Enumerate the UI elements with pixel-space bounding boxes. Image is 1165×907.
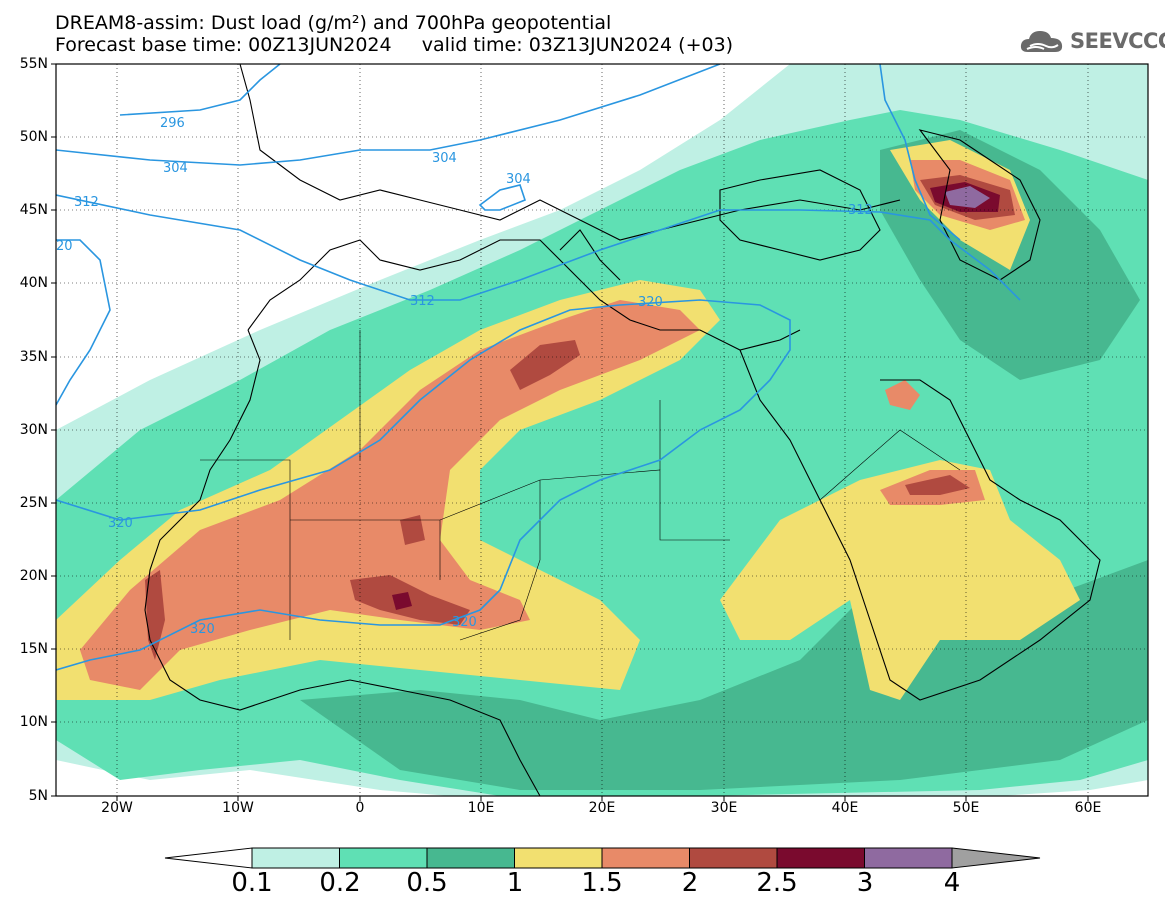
contour-label-320-sahel: 320 [190, 622, 215, 637]
dust-level-1.5 [80, 300, 700, 690]
colorbar-label-1: 1 [506, 868, 524, 898]
axis-ticks [51, 63, 1089, 801]
dust-level-1.5-iraq [885, 380, 920, 410]
lat-label-40n: 40N [19, 275, 48, 291]
contour-label-20: 20 [56, 239, 73, 254]
map-title: DREAM8-assim: Dust load (g/m²) and 700hP… [55, 12, 612, 34]
contour-label-296: 296 [160, 116, 185, 131]
dust-level-2.5 [392, 592, 412, 610]
colorbar-segment [601, 847, 690, 869]
lat-label-5n: 5N [28, 788, 48, 804]
logo-text: SEEVCCC [1070, 29, 1165, 53]
colorbar-segment [689, 847, 778, 869]
lat-label-50n: 50N [19, 129, 48, 145]
contour-label-320-crete: 320 [638, 295, 663, 310]
dust-level-2-niger [400, 515, 425, 545]
seevccc-logo: SEEVCCC [1018, 26, 1165, 58]
lon-label-0: 0 [355, 800, 365, 816]
colorbar-label-4: 4 [943, 868, 961, 898]
lat-label-45n: 45N [19, 202, 48, 218]
lat-label-30n: 30N [19, 422, 48, 438]
contour-label-304-west: 304 [163, 161, 188, 176]
borders [200, 330, 961, 641]
dust-level-2-arabia [905, 475, 970, 495]
contour-label-312-mid: 312 [410, 294, 435, 309]
colorbar-segment [864, 847, 953, 869]
lat-label-55n: 55N [19, 56, 48, 72]
colorbar-label-0.2: 0.2 [319, 868, 361, 898]
colorbar-segment [514, 847, 603, 869]
colorbar-segment [251, 847, 340, 869]
colorbar-segment [426, 847, 515, 869]
colorbar-label-0.5: 0.5 [406, 868, 448, 898]
contour-label-312-east: 312 [848, 203, 873, 218]
lat-label-20n: 20N [19, 568, 48, 584]
lat-label-35n: 35N [19, 349, 48, 365]
lon-label-50e: 50E [952, 800, 980, 816]
lon-label-30e: 30E [710, 800, 738, 816]
colorbar-label-3: 3 [856, 868, 874, 898]
lon-label-20w: 20W [101, 800, 133, 816]
colorbar-segment [339, 847, 428, 869]
colorbar-under-arrow [164, 847, 253, 869]
colorbar-label-2.5: 2.5 [756, 868, 798, 898]
lon-label-60e: 60E [1074, 800, 1102, 816]
map-subtitle: Forecast base time: 00Z13JUN2024 valid t… [55, 34, 734, 56]
lon-label-10e: 10E [467, 800, 495, 816]
lat-label-15n: 15N [19, 641, 48, 657]
lon-label-40e: 40E [831, 800, 859, 816]
contour-label-304-central: 304 [432, 151, 457, 166]
lat-label-25n: 25N [19, 495, 48, 511]
dust-level-2-libya [510, 340, 580, 390]
lat-label-10n: 10N [19, 714, 48, 730]
cloud-icon [1020, 31, 1063, 52]
dust-level-1-arabia [720, 460, 1080, 700]
colorbar [164, 847, 1041, 869]
contour-label-320-chad: 320 [452, 615, 477, 630]
lon-label-10w: 10W [222, 800, 254, 816]
colorbar-label-2: 2 [681, 868, 699, 898]
contour-label-304-alps: 304 [506, 172, 531, 187]
colorbar-over-arrow [951, 847, 1041, 869]
colorbar-label-0.1: 0.1 [231, 868, 273, 898]
contour-label-320-atlantic: 320 [108, 516, 133, 531]
colorbar-segment [776, 847, 865, 869]
geopotential-contours [56, 64, 1021, 671]
colorbar-label-1.5: 1.5 [581, 868, 623, 898]
contour-label-312-west: 312 [74, 195, 99, 210]
dust-level-3-caspian [945, 186, 990, 208]
lon-label-20e: 20E [588, 800, 616, 816]
